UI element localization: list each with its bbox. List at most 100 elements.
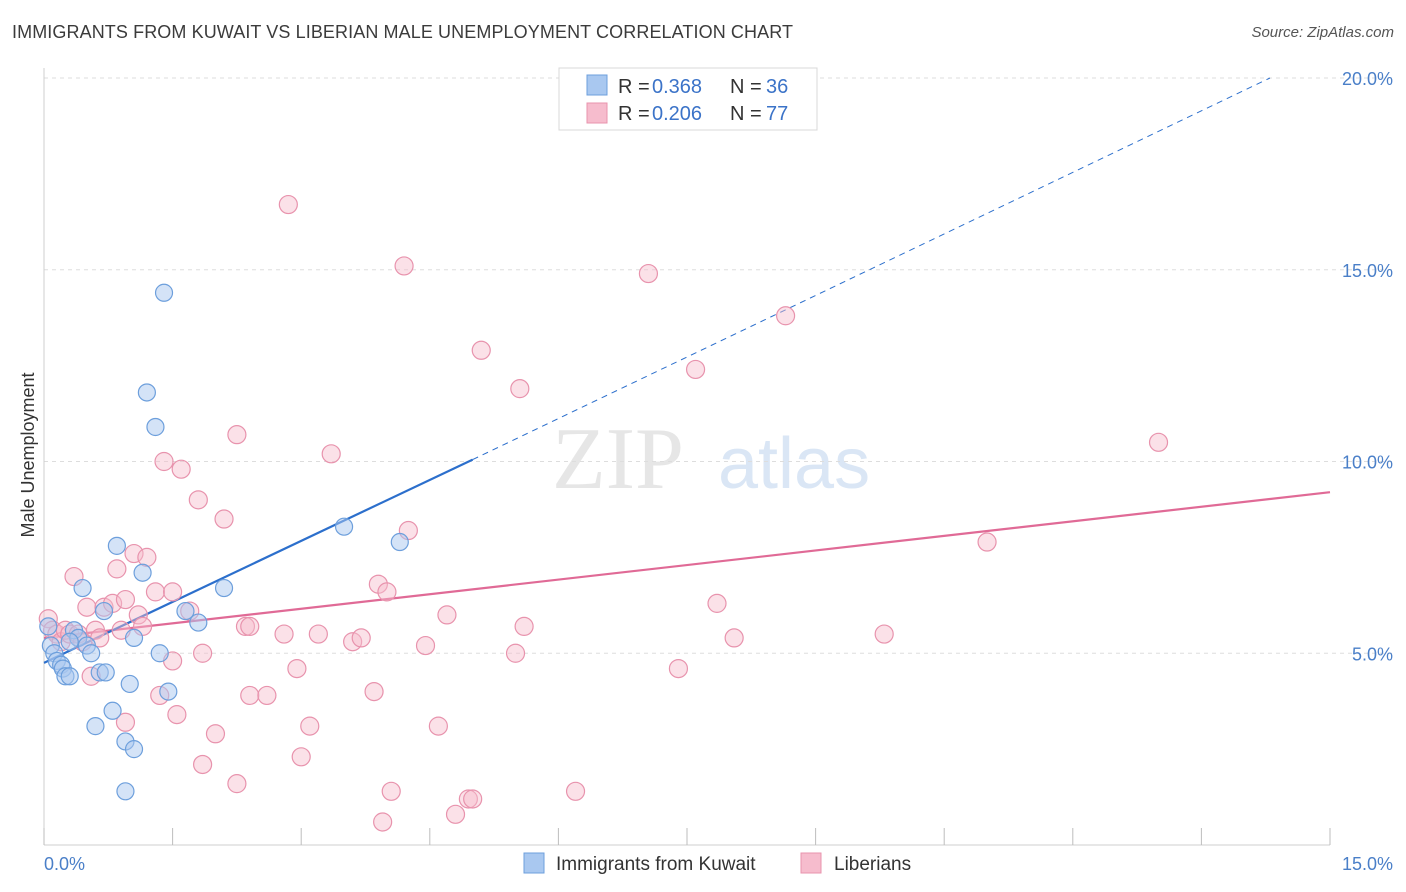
point-kuwait-12	[82, 644, 101, 663]
point-kuwait-7	[60, 667, 79, 686]
point-liberians-60	[437, 605, 457, 625]
legend-r-value-2: 0.206	[652, 103, 702, 125]
point-kuwait-22	[124, 628, 144, 648]
legend-n-label-1: N =	[730, 76, 762, 98]
point-liberians-9	[77, 597, 97, 617]
point-kuwait-33	[334, 517, 354, 536]
watermark-zip: ZIP	[552, 411, 684, 508]
point-liberians-59	[428, 716, 448, 736]
point-liberians-31	[188, 490, 208, 510]
point-kuwait-30	[176, 601, 195, 621]
bottom-legend-swatch-kuwait	[523, 852, 545, 874]
point-kuwait-35	[60, 632, 79, 651]
point-kuwait-18	[107, 536, 126, 555]
legend-n-value-2: 77	[766, 103, 788, 125]
chart-title: IMMIGRANTS FROM KUWAIT VS LIBERIAN MALE …	[12, 22, 794, 42]
point-liberians-50	[351, 628, 371, 648]
point-liberians-77	[1148, 432, 1169, 452]
point-liberians-48	[321, 444, 341, 464]
point-liberians-67	[514, 616, 534, 637]
point-liberians-34	[205, 724, 226, 744]
y-tick-label-1: 10.0%	[1342, 453, 1393, 473]
legend-r-label-1: R =	[618, 76, 650, 98]
point-liberians-54	[377, 582, 397, 602]
point-liberians-70	[668, 658, 689, 679]
point-liberians-39	[240, 616, 260, 637]
legend-swatch-kuwait	[586, 74, 608, 96]
point-liberians-42	[274, 624, 294, 644]
point-liberians-74	[775, 306, 796, 326]
point-liberians-51	[364, 681, 384, 702]
trend-line-liberians	[43, 491, 1331, 640]
point-liberians-22	[137, 547, 157, 567]
point-kuwait-23	[116, 782, 135, 801]
point-liberians-27	[163, 582, 183, 602]
point-liberians-32	[193, 643, 213, 663]
point-liberians-28	[167, 705, 187, 725]
point-kuwait-32	[214, 578, 234, 598]
point-liberians-37	[227, 425, 247, 445]
point-kuwait-25	[137, 383, 156, 402]
point-liberians-65	[505, 643, 526, 663]
tick-labels: 5.0% 10.0% 15.0% 20.0% 0.0% 15.0%	[44, 69, 1393, 874]
source-label: Source: ZipAtlas.com	[1251, 24, 1394, 41]
bottom-legend-kuwait: Immigrants from Kuwait	[556, 854, 756, 875]
point-kuwait-28	[154, 283, 174, 302]
point-liberians-73	[724, 628, 744, 648]
series-legend: Immigrants from Kuwait Liberians	[523, 852, 911, 875]
series-kuwait	[39, 283, 409, 801]
point-kuwait-29	[159, 682, 178, 701]
point-liberians-41	[257, 685, 277, 706]
point-kuwait-10	[73, 578, 92, 598]
point-liberians-23	[145, 582, 166, 602]
point-liberians-61	[445, 804, 466, 824]
series-liberians	[38, 194, 1169, 832]
y-tick-label-3: 20.0%	[1342, 69, 1393, 89]
point-kuwait-31	[189, 613, 208, 632]
point-liberians-36	[227, 774, 247, 794]
point-liberians-29	[171, 459, 191, 479]
legend-n-label-2: N =	[730, 103, 762, 125]
legend-r-value-1: 0.368	[652, 76, 702, 98]
point-kuwait-24	[133, 563, 152, 582]
point-kuwait-26	[146, 417, 165, 437]
legend-swatch-liberia	[586, 102, 608, 124]
x-tick-label-1: 15.0%	[1342, 854, 1393, 874]
point-kuwait-0	[39, 617, 58, 636]
point-kuwait-27	[150, 644, 169, 663]
point-liberians-52	[373, 812, 393, 832]
bottom-legend-swatch-liberia	[800, 852, 822, 874]
point-liberians-25	[154, 451, 174, 472]
point-kuwait-17	[103, 701, 122, 720]
x-tick-label-0: 0.0%	[44, 854, 85, 874]
y-axis-label: Male Unemployment	[18, 372, 38, 537]
point-liberians-15	[107, 559, 127, 579]
point-kuwait-21	[124, 740, 144, 759]
point-liberians-40	[240, 685, 260, 706]
point-liberians-66	[510, 379, 530, 399]
legend-n-value-1: 36	[766, 76, 788, 98]
point-kuwait-16	[96, 663, 115, 682]
point-liberians-18	[115, 712, 136, 732]
point-liberians-33	[193, 754, 213, 775]
point-liberians-76	[977, 532, 997, 552]
watermark-atlas: atlas	[718, 424, 870, 504]
correlation-legend: R = 0.368 N = 36 R = 0.206 N = 77	[558, 67, 818, 131]
point-liberians-68	[565, 781, 586, 801]
y-tick-label-0: 5.0%	[1352, 644, 1393, 664]
point-kuwait-13	[86, 717, 105, 736]
legend-r-label-2: R =	[618, 103, 650, 125]
y-tick-label-2: 15.0%	[1342, 261, 1393, 281]
point-liberians-38	[235, 616, 256, 637]
point-liberians-44	[287, 658, 307, 679]
point-liberians-46	[300, 716, 320, 736]
point-liberians-64	[471, 340, 491, 360]
axes	[43, 68, 1331, 846]
point-liberians-75	[874, 624, 894, 644]
point-liberians-43	[278, 194, 298, 215]
point-liberians-62	[458, 789, 478, 809]
point-liberians-19	[124, 543, 144, 564]
trend-line-kuwait	[43, 458, 474, 664]
point-liberians-45	[291, 747, 311, 767]
